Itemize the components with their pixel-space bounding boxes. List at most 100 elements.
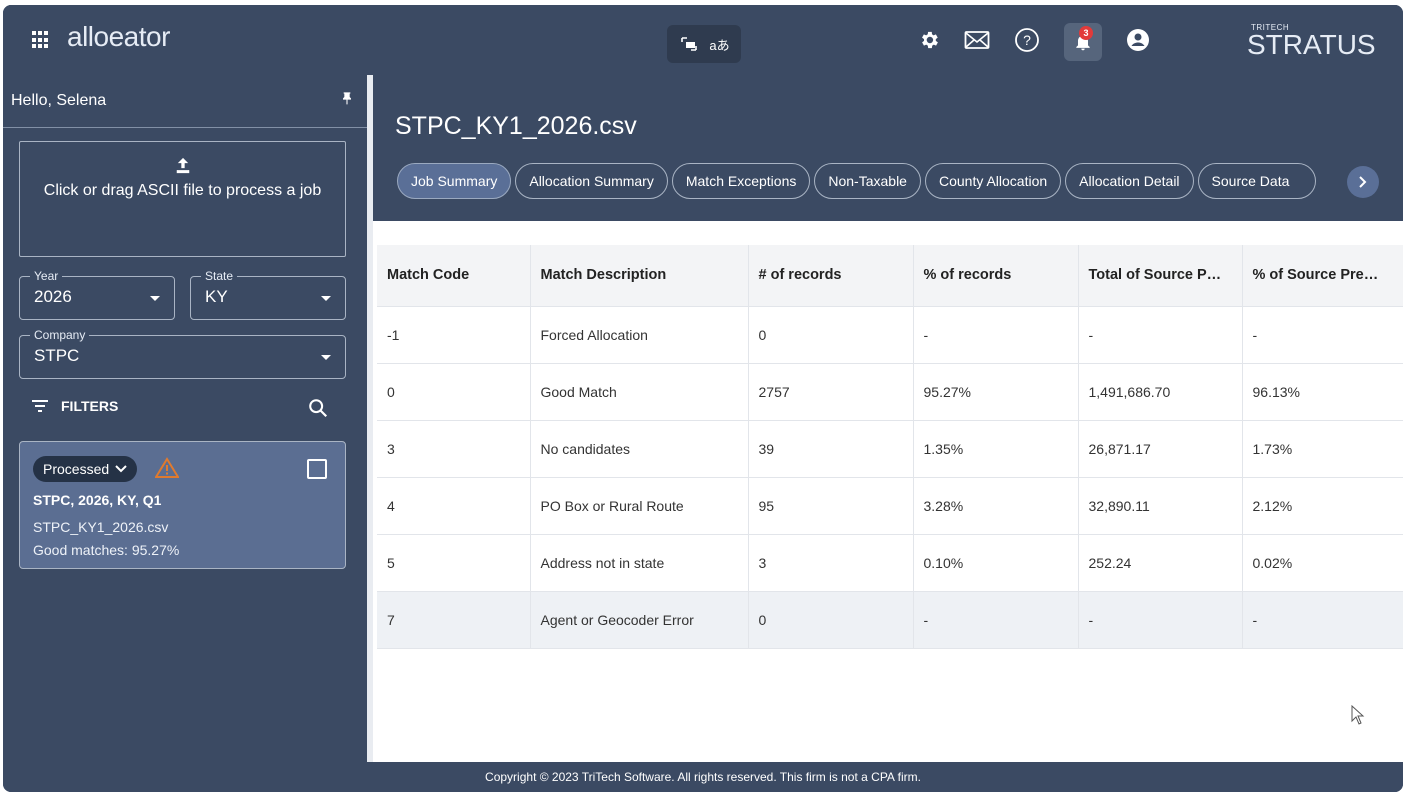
table-cell: Agent or Geocoder Error — [530, 591, 749, 649]
table-cell: Forced Allocation — [530, 306, 749, 364]
apps-grid-icon[interactable] — [32, 31, 50, 49]
search-icon[interactable] — [307, 397, 329, 424]
table-cell: 1.35% — [913, 420, 1079, 478]
tab-non-taxable[interactable]: Non-Taxable — [814, 163, 921, 199]
table-cell: 5 — [377, 534, 531, 592]
app-window: alloeator aあ ? 3 — [3, 5, 1403, 792]
upload-dropzone[interactable]: Click or drag ASCII file to process a jo… — [19, 141, 346, 257]
table-cell: 0.02% — [1242, 534, 1403, 592]
app-logo: alloeator — [67, 21, 170, 52]
tab-allocation-summary[interactable]: Allocation Summary — [515, 163, 668, 199]
job-file: STPC_KY1_2026.csv — [33, 519, 169, 535]
table-cell: 0 — [748, 591, 914, 649]
chevron-down-icon — [115, 465, 127, 473]
company-select[interactable]: Company STPC — [19, 328, 346, 379]
table-cell: - — [1242, 306, 1403, 364]
job-title: STPC, 2026, KY, Q1 — [33, 492, 162, 508]
table-row[interactable]: 7 Agent or Geocoder Error 0 - - - — [377, 591, 1403, 649]
table-cell: 2757 — [748, 363, 914, 421]
main-content: STPC_KY1_2026.csv Job Summary Allocation… — [373, 75, 1403, 762]
chevron-down-icon — [321, 355, 331, 360]
table-cell: 252.24 — [1078, 534, 1243, 592]
notification-badge: 3 — [1079, 26, 1093, 40]
table-cell: 0.10% — [913, 534, 1079, 592]
table-cell: 96.13% — [1242, 363, 1403, 421]
tab-bar: Job Summary Allocation Summary Match Exc… — [397, 163, 1381, 199]
year-select[interactable]: Year 2026 — [19, 269, 175, 320]
chevron-right-icon — [1359, 176, 1367, 188]
job-summary-table: Match Code Match Description # of record… — [377, 245, 1403, 649]
column-header[interactable]: Match Code — [377, 245, 531, 307]
job-checkbox[interactable] — [307, 459, 327, 479]
column-header[interactable]: % of records — [913, 245, 1079, 307]
top-bar: alloeator aあ ? 3 — [3, 5, 1403, 75]
table-row[interactable]: 0 Good Match 2757 95.27% 1,491,686.70 96… — [377, 363, 1403, 421]
main-header: STPC_KY1_2026.csv Job Summary Allocation… — [373, 75, 1403, 221]
table-cell: 3.28% — [913, 477, 1079, 535]
table-cell: 7 — [377, 591, 531, 649]
table-cell: - — [1242, 591, 1403, 649]
tabs-next-button[interactable] — [1347, 166, 1379, 198]
table-cell: 32,890.11 — [1078, 477, 1243, 535]
state-select[interactable]: State KY — [190, 269, 346, 320]
filter-icon — [32, 400, 48, 412]
chevron-down-icon — [150, 296, 160, 301]
table-cell: 1,491,686.70 — [1078, 363, 1243, 421]
table-cell: 3 — [748, 534, 914, 592]
mail-icon[interactable] — [964, 30, 990, 55]
table-cell: 39 — [748, 420, 914, 478]
sidebar-divider — [3, 127, 367, 128]
warning-icon — [154, 457, 180, 484]
chevron-down-icon — [321, 296, 331, 301]
table-row[interactable]: -1 Forced Allocation 0 - - - — [377, 306, 1403, 364]
column-header[interactable]: Total of Source P… — [1078, 245, 1243, 307]
mouse-cursor-icon — [1351, 704, 1365, 730]
top-icons: ? 3 — [918, 23, 1150, 61]
table-cell: 2.12% — [1242, 477, 1403, 535]
sidebar: Hello, Selena Click or drag ASCII file t… — [3, 75, 367, 762]
table-cell: Address not in state — [530, 534, 749, 592]
panel-resizer[interactable] — [367, 75, 373, 762]
account-icon[interactable] — [1126, 28, 1150, 57]
tab-source-data[interactable]: Source Data — [1197, 163, 1316, 199]
table-cell: 95.27% — [913, 363, 1079, 421]
filters-toggle[interactable]: FILTERS — [31, 398, 118, 414]
table-cell: - — [1078, 591, 1243, 649]
tab-county-allocation[interactable]: County Allocation — [924, 163, 1062, 199]
column-header[interactable]: Match Description — [530, 245, 749, 307]
column-header[interactable]: % of Source Pre… — [1242, 245, 1403, 307]
status-chip[interactable]: Processed — [33, 456, 138, 482]
tab-match-exceptions[interactable]: Match Exceptions — [671, 163, 811, 199]
upload-text: Click or drag ASCII file to process a jo… — [43, 182, 322, 199]
table-row[interactable]: 4 PO Box or Rural Route 95 3.28% 32,890.… — [377, 477, 1403, 535]
table-cell: 3 — [377, 420, 531, 478]
table-header-row: Match Code Match Description # of record… — [377, 245, 1403, 307]
pin-icon[interactable] — [339, 91, 355, 112]
translate-icon[interactable]: aあ — [709, 37, 730, 53]
svg-text:?: ? — [1023, 32, 1031, 48]
tab-allocation-detail[interactable]: Allocation Detail — [1065, 163, 1194, 199]
job-card[interactable]: Processed STPC, 2026, KY, Q1 STPC_KY1_20… — [19, 441, 346, 569]
table-row[interactable]: 5 Address not in state 3 0.10% 252.24 0.… — [377, 534, 1403, 592]
upload-icon — [176, 157, 189, 174]
table-cell: No candidates — [530, 420, 749, 478]
table-row[interactable]: 3 No candidates 39 1.35% 26,871.17 1.73% — [377, 420, 1403, 478]
table-cell: -1 — [377, 306, 531, 364]
center-toolbar: aあ — [667, 25, 741, 63]
table-cell: PO Box or Rural Route — [530, 477, 749, 535]
table-cell: 26,871.17 — [1078, 420, 1243, 478]
table-cell: - — [1078, 306, 1243, 364]
table-cell: - — [913, 306, 1079, 364]
help-icon[interactable]: ? — [1014, 27, 1040, 58]
footer: Copyright © 2023 TriTech Software. All r… — [3, 762, 1403, 792]
table-cell: 0 — [377, 363, 531, 421]
job-good-matches: Good matches: 95.27% — [33, 542, 180, 558]
page-title: STPC_KY1_2026.csv — [395, 112, 637, 140]
greeting: Hello, Selena — [11, 92, 107, 109]
table-cell: 4 — [377, 477, 531, 535]
tab-job-summary[interactable]: Job Summary — [397, 163, 512, 199]
column-header[interactable]: # of records — [748, 245, 914, 307]
settings-gear-icon[interactable] — [918, 29, 940, 56]
screen-capture-icon[interactable] — [673, 27, 704, 61]
notifications-button[interactable]: 3 — [1064, 23, 1102, 61]
